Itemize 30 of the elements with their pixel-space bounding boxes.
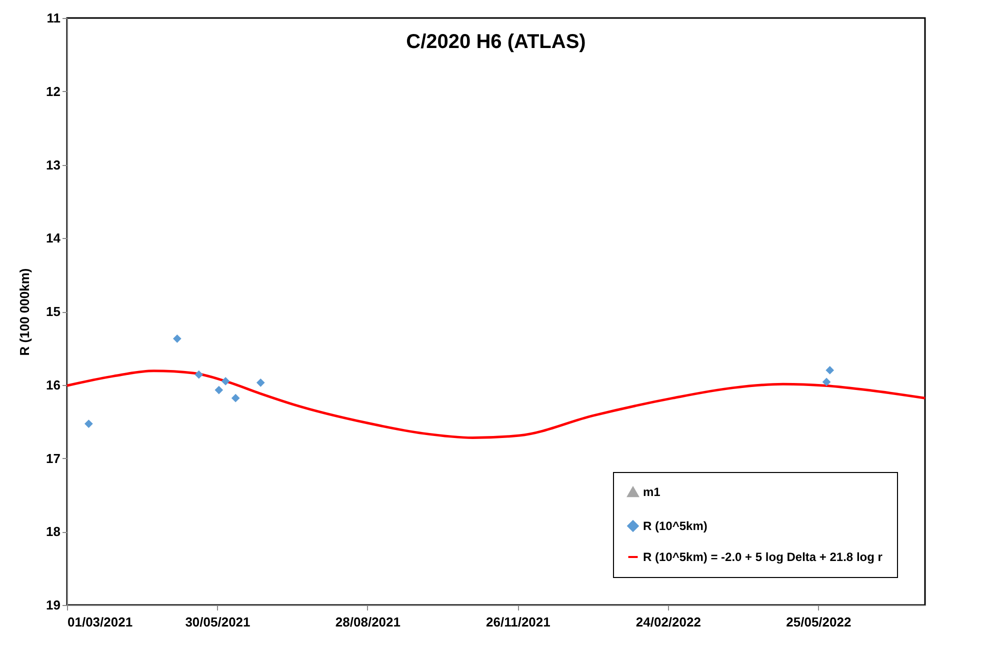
y-tick-label: 16: [46, 377, 60, 392]
legend-label: R (10^5km): [643, 519, 708, 533]
x-tick-label: 25/05/2022: [786, 614, 852, 630]
y-axis-title: R (100 000km): [17, 268, 32, 356]
x-tick-label: 24/02/2022: [636, 614, 701, 630]
y-tick-label: 12: [46, 84, 60, 99]
y-tick-label: 17: [46, 450, 60, 466]
y-tick-label: 14: [46, 230, 62, 246]
x-tick-label: 28/08/2021: [335, 614, 401, 630]
point: [256, 378, 265, 387]
point: [231, 394, 240, 402]
line-series: [66, 370, 926, 439]
point: [194, 370, 204, 379]
x-tick-label: 26/11/2021: [486, 614, 550, 630]
y-tick-label: 13: [46, 157, 60, 172]
x-tick-label: 30/05/2021: [185, 614, 250, 630]
y-tick-label: 18: [46, 524, 60, 540]
point: [822, 378, 831, 386]
y-tick-label: 19: [46, 598, 60, 612]
y-tick-label: 15: [46, 304, 60, 319]
point: [214, 386, 224, 394]
point: [84, 420, 93, 428]
y-tick-label: 11: [46, 10, 60, 26]
text: C/2020 H6 (ATLAS): [406, 31, 586, 53]
x-tick-label: 01/03/2021: [68, 614, 133, 630]
point: [172, 334, 182, 343]
legend-label: m1: [643, 485, 661, 499]
point: [221, 377, 230, 386]
legend-label: R (10^5km) = -2.0 + 5 log Delta + 21.8 log r: [643, 550, 883, 564]
point: [826, 366, 834, 374]
